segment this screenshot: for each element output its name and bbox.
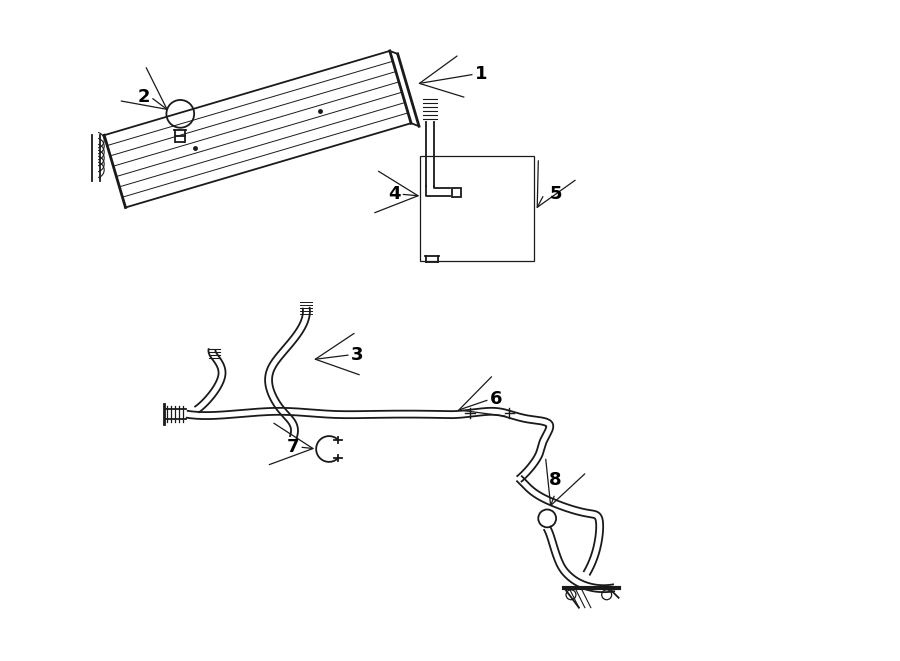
Text: 7: 7 [287, 438, 300, 456]
Bar [420, 157, 535, 260]
Bar [452, 188, 461, 196]
Text: 8: 8 [549, 471, 562, 488]
Text: 6: 6 [490, 391, 502, 408]
Text: 1: 1 [475, 65, 487, 83]
Text: 5: 5 [549, 185, 562, 203]
Text: 3: 3 [351, 346, 364, 364]
Text: 4: 4 [388, 185, 400, 203]
Text: 2: 2 [138, 88, 150, 106]
